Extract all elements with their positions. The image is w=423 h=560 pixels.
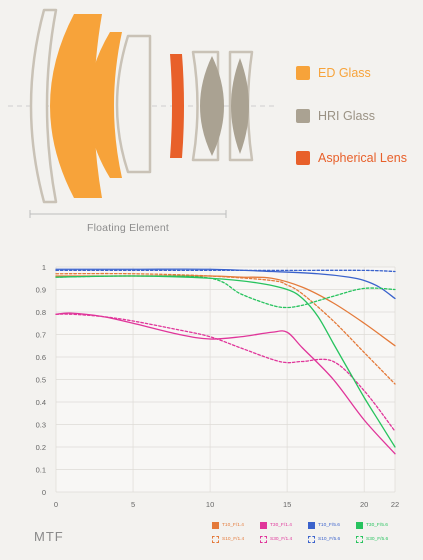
- y-tick-label: 0.8: [36, 308, 46, 317]
- series-s10-f-5-6: [55, 269, 396, 273]
- series-s30-f-5-6: [55, 275, 396, 309]
- legend-s30-f56-label: S30_F/5.6: [366, 536, 389, 542]
- y-tick-label: 0.7: [36, 331, 46, 340]
- legend-s30-f14-swatch: [260, 535, 267, 543]
- y-tick-label: 1: [42, 263, 46, 272]
- legend-aspherical-label: Aspherical Lens: [318, 151, 407, 165]
- floating-element-label: Floating Element: [87, 222, 169, 234]
- x-tick-label: 15: [283, 500, 291, 509]
- aspherical-element: [170, 54, 184, 158]
- lens-element-4: [115, 34, 152, 174]
- x-tick-label: 20: [360, 500, 368, 509]
- aspherical-swatch: [296, 151, 310, 165]
- legend-s30-f14-label: S30_F/1.4: [270, 536, 293, 542]
- mtf-chart: 00.10.20.30.40.50.60.70.80.910 5 10 15 20 22: [36, 263, 400, 509]
- legend-s10-f56-swatch: [308, 535, 315, 543]
- x-tick-label: 5: [131, 500, 135, 509]
- hri-glass-swatch: [296, 109, 310, 123]
- legend-t30-f56: T30_F/5.6: [356, 519, 402, 531]
- legend-t10-f56-label: T10_F/5.6: [318, 522, 340, 528]
- legend-s10-f14-swatch: [212, 535, 219, 543]
- ed-glass-element-1: [50, 14, 102, 198]
- legend-t10-f14-swatch: [212, 521, 219, 529]
- legend-t30-f56-label: T30_F/5.6: [366, 522, 388, 528]
- lens-element-1: [29, 8, 58, 204]
- legend-hri-glass: HRI Glass: [296, 108, 375, 124]
- legend-ed-glass-label: ED Glass: [318, 66, 371, 80]
- y-tick-label: 0.1: [36, 466, 46, 475]
- y-tick-label: 0.9: [36, 286, 46, 295]
- series-s30-f-1-4: [55, 313, 396, 432]
- series-lines: [55, 268, 396, 455]
- legend-s10-f14-label: S10_F/1.4: [222, 536, 245, 542]
- floating-element-bracket: [29, 210, 227, 218]
- y-tick-label: 0.2: [36, 443, 46, 452]
- legend-ed-glass: ED Glass: [296, 65, 371, 81]
- legend-t30-f14: T30_F/1.4: [260, 519, 306, 531]
- tick-labels: 00.10.20.30.40.50.60.70.80.910 5 10 15 20 22: [36, 263, 400, 509]
- x-tick-label: 10: [206, 500, 214, 509]
- legend-hri-glass-label: HRI Glass: [318, 109, 375, 123]
- series-t10-f-5-6: [55, 268, 396, 300]
- x-tick-label: 0: [54, 500, 58, 509]
- y-tick-label: 0.6: [36, 353, 46, 362]
- legend-t30-f14-label: T30_F/1.4: [270, 522, 292, 528]
- hri-glass-element-1: [200, 56, 224, 156]
- lens-diagram: [8, 8, 274, 218]
- ed-glass-element-2: [88, 32, 122, 178]
- legend-t30-f14-swatch: [260, 521, 267, 529]
- legend-s10-f56: S10_F/5.6: [308, 533, 354, 545]
- legend-t10-f14-label: T10_F/1.4: [222, 522, 244, 528]
- grid: [55, 266, 396, 493]
- y-tick-label: 0.3: [36, 421, 46, 430]
- legend-aspherical: Aspherical Lens: [296, 150, 407, 166]
- legend-s30-f14: S30_F/1.4: [260, 533, 306, 545]
- x-tick-label: 22: [391, 500, 399, 509]
- legend-s30-f56-swatch: [356, 535, 363, 543]
- y-tick-label: 0: [42, 488, 46, 497]
- hri-glass-element-2: [231, 58, 249, 154]
- mtf-title: MTF: [34, 529, 64, 544]
- y-tick-label: 0.5: [36, 376, 46, 385]
- ed-glass-swatch: [296, 66, 310, 80]
- legend-s30-f56: S30_F/5.6: [356, 533, 402, 545]
- series-s10-f-1-4: [55, 272, 396, 385]
- legend-t10-f14: T10_F/1.4: [212, 519, 258, 531]
- legend-t30-f56-swatch: [356, 521, 363, 529]
- legend-s10-f56-label: S10_F/5.6: [318, 536, 341, 542]
- legend-s10-f14: S10_F/1.4: [212, 533, 258, 545]
- legend-t10-f56-swatch: [308, 521, 315, 529]
- y-tick-label: 0.4: [36, 398, 46, 407]
- legend-t10-f56: T10_F/5.6: [308, 519, 354, 531]
